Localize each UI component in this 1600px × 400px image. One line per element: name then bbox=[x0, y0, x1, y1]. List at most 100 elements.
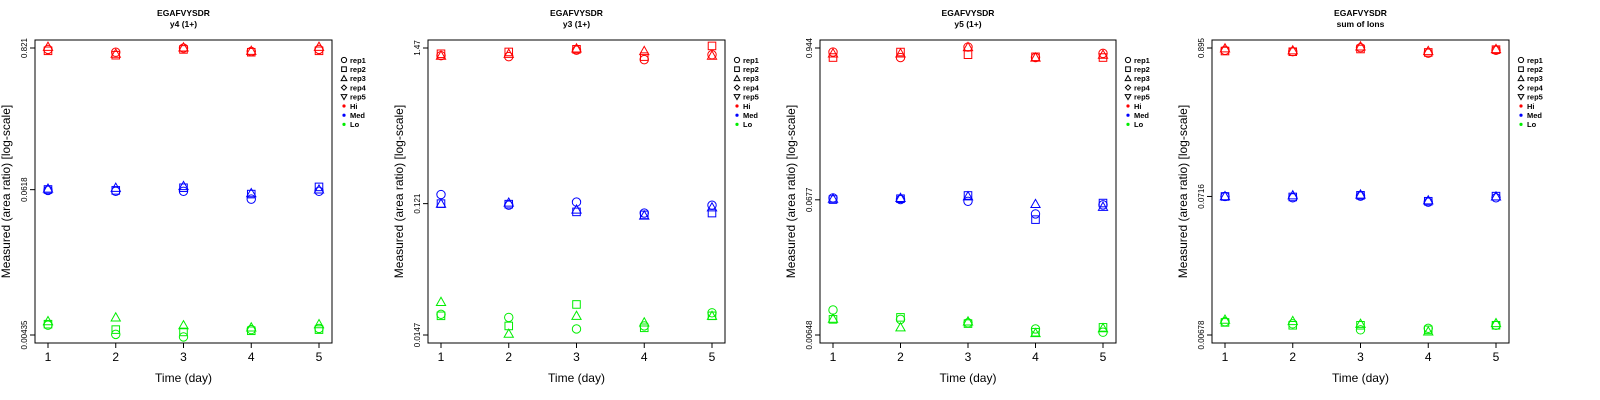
point-lo-rep1 bbox=[828, 305, 838, 315]
y-tick-label: 0.121 bbox=[413, 193, 422, 214]
point-hi-rep3 bbox=[638, 45, 650, 56]
point-med-rep3 bbox=[1422, 194, 1434, 205]
point-lo-rep1 bbox=[178, 332, 189, 342]
point-lo-rep1 bbox=[1491, 320, 1501, 330]
point-med-rep2 bbox=[1098, 198, 1108, 208]
x-tick-label: 2 bbox=[1289, 350, 1296, 364]
point-med-rep2 bbox=[314, 182, 324, 192]
point-lo-rep1 bbox=[1098, 327, 1108, 337]
point-med-rep3 bbox=[503, 196, 515, 207]
y-tick-label: 1.47 bbox=[413, 40, 422, 56]
chart-subtitle: sum of Ions bbox=[1337, 19, 1385, 29]
x-tick-label: 4 bbox=[1425, 350, 1432, 364]
point-med-rep1 bbox=[246, 194, 256, 204]
point-med-rep1 bbox=[963, 196, 973, 206]
x-tick-label: 5 bbox=[709, 350, 716, 364]
x-tick-label: 4 bbox=[248, 350, 255, 364]
point-hi-rep2 bbox=[639, 52, 649, 61]
x-axis-label: Time (day) bbox=[548, 371, 605, 385]
legend-label: Med bbox=[1527, 111, 1542, 120]
legend-dot-hi bbox=[1519, 104, 1523, 108]
point-med-rep3 bbox=[638, 209, 650, 220]
legend-marker-rep2 bbox=[734, 66, 740, 73]
point-lo-rep3 bbox=[435, 296, 447, 306]
point-hi-rep2 bbox=[963, 50, 973, 60]
point-med-rep3 bbox=[1287, 189, 1299, 200]
point-lo-rep3 bbox=[827, 313, 839, 323]
point-hi-rep3 bbox=[1287, 44, 1299, 55]
legend-label: rep5 bbox=[1527, 93, 1543, 102]
legend-marker-rep4 bbox=[340, 84, 348, 91]
point-lo-rep3 bbox=[1355, 318, 1366, 328]
point-lo-rep3 bbox=[1287, 315, 1299, 326]
point-med-rep3 bbox=[895, 192, 906, 202]
point-med-rep2 bbox=[828, 195, 838, 204]
x-tick-label: 3 bbox=[1357, 350, 1364, 364]
x-tick-label: 3 bbox=[180, 350, 187, 364]
point-lo-rep2 bbox=[436, 311, 446, 321]
point-lo-rep1 bbox=[571, 324, 582, 334]
legend-label: rep1 bbox=[743, 56, 759, 65]
legend-marker-rep3 bbox=[1124, 74, 1132, 82]
legend-dot-lo bbox=[735, 122, 739, 126]
point-med-rep2 bbox=[246, 189, 256, 199]
x-axis-label: Time (day) bbox=[1332, 371, 1389, 385]
x-tick-label: 3 bbox=[965, 350, 972, 364]
point-hi-rep3 bbox=[1355, 40, 1366, 51]
x-tick-label: 3 bbox=[573, 350, 580, 364]
point-lo-rep2 bbox=[828, 315, 838, 324]
legend-label: Lo bbox=[350, 120, 360, 129]
legend-label: Lo bbox=[1527, 120, 1537, 129]
x-tick-label: 1 bbox=[1222, 350, 1229, 364]
x-axis-label: Time (day) bbox=[940, 371, 997, 385]
point-lo-rep3 bbox=[178, 319, 189, 330]
point-lo-rep2 bbox=[639, 323, 649, 333]
point-med-rep3 bbox=[1490, 190, 1502, 201]
point-lo-rep3 bbox=[1030, 327, 1041, 338]
point-lo-rep2 bbox=[572, 300, 581, 309]
point-hi-rep3 bbox=[245, 45, 257, 55]
point-med-rep3 bbox=[1355, 188, 1366, 199]
chart-subtitle: y5 (1+) bbox=[954, 19, 981, 29]
x-tick-label: 1 bbox=[830, 350, 837, 364]
point-hi-rep3 bbox=[895, 47, 906, 58]
point-med-rep3 bbox=[178, 180, 189, 191]
point-lo-rep3 bbox=[1422, 325, 1434, 336]
legend-dot-hi bbox=[342, 104, 346, 108]
point-hi-rep2 bbox=[572, 45, 581, 54]
legend-dot-med bbox=[1126, 113, 1130, 117]
point-lo-rep3 bbox=[638, 316, 650, 327]
point-hi-rep2 bbox=[828, 53, 838, 62]
point-hi-rep2 bbox=[707, 41, 717, 51]
point-med-rep3 bbox=[706, 201, 718, 212]
point-med-rep3 bbox=[110, 182, 122, 192]
point-lo-rep2 bbox=[314, 325, 324, 334]
point-hi-rep3 bbox=[962, 41, 974, 52]
y-tick-label: 0.0147 bbox=[413, 322, 422, 347]
point-med-rep3 bbox=[571, 203, 582, 214]
legend-label: rep2 bbox=[1527, 65, 1543, 74]
point-lo-rep2 bbox=[111, 325, 121, 334]
point-hi-rep2 bbox=[1491, 45, 1501, 54]
legend-label: rep1 bbox=[350, 56, 366, 65]
legend-dot-hi bbox=[735, 104, 739, 108]
y-tick-label: 0.0618 bbox=[20, 177, 29, 202]
point-lo-rep3 bbox=[245, 321, 257, 332]
point-hi-rep3 bbox=[1097, 49, 1109, 59]
x-tick-label: 4 bbox=[1032, 350, 1039, 364]
point-lo-rep3 bbox=[1097, 322, 1109, 333]
point-hi-rep3 bbox=[110, 48, 122, 58]
legend-label: rep4 bbox=[1527, 83, 1544, 92]
x-tick-label: 5 bbox=[1100, 350, 1107, 364]
y-tick-label: 0.00648 bbox=[805, 320, 814, 349]
point-hi-rep3 bbox=[1030, 51, 1041, 62]
legend-marker-rep5 bbox=[1517, 94, 1525, 101]
x-tick-label: 1 bbox=[45, 350, 52, 364]
point-lo-rep2 bbox=[179, 327, 188, 337]
legend-label: Hi bbox=[1134, 102, 1142, 111]
point-med-rep3 bbox=[42, 182, 54, 193]
point-lo-rep3 bbox=[110, 311, 122, 322]
